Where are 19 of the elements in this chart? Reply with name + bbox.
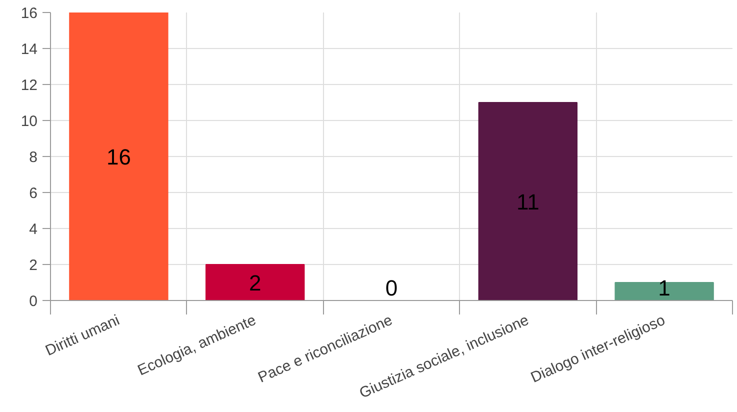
y-tick-label: 8 xyxy=(29,149,38,166)
y-tick-label: 14 xyxy=(20,41,38,58)
y-tick-label: 10 xyxy=(20,113,38,130)
y-tick-label: 2 xyxy=(29,257,38,274)
bar xyxy=(478,102,578,300)
data-label: 2 xyxy=(248,270,262,296)
y-tick-label: 0 xyxy=(29,293,38,310)
y-tick-label: 6 xyxy=(29,185,38,202)
data-label: 16 xyxy=(106,144,131,170)
bar xyxy=(614,282,714,300)
bar xyxy=(69,12,168,300)
bar xyxy=(205,264,305,300)
y-tick-label: 16 xyxy=(20,5,38,22)
data-label: 11 xyxy=(516,190,540,214)
x-tick-label: Diritti umani xyxy=(42,312,122,360)
y-tick-label: 12 xyxy=(20,77,38,94)
data-label: 1 xyxy=(658,276,670,301)
y-tick-label: 4 xyxy=(29,221,38,238)
data-label: 0 xyxy=(385,276,398,301)
